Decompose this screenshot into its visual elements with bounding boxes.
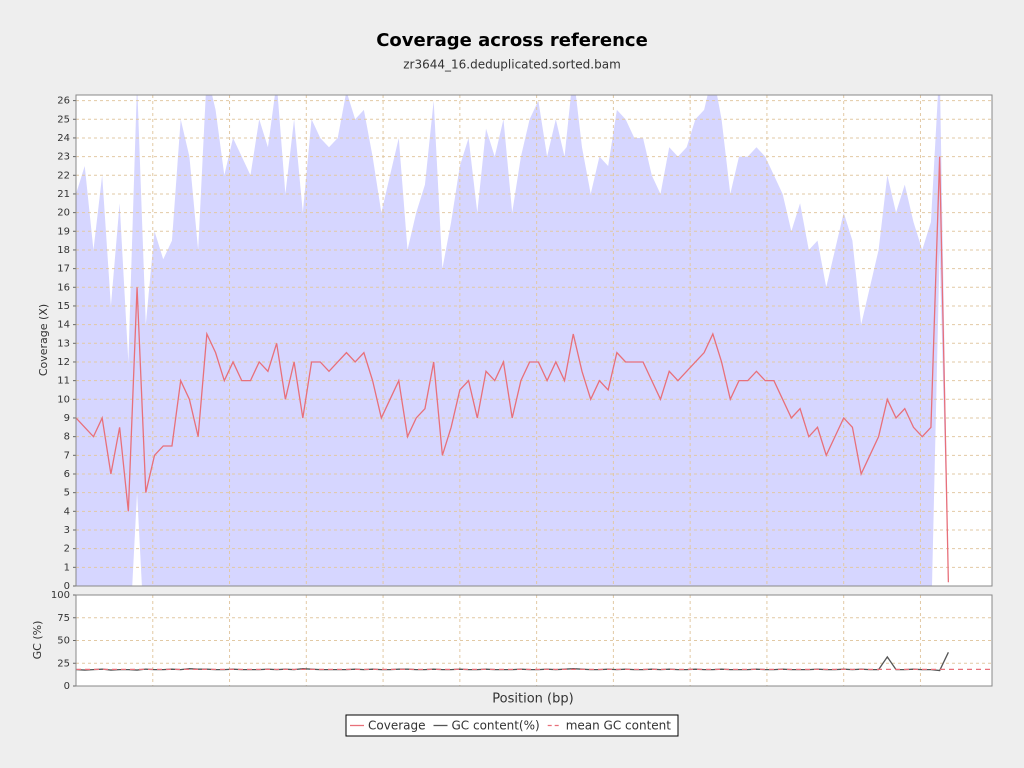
y-tick-label: 13 xyxy=(57,338,70,349)
y-tick-label: 25 xyxy=(57,658,70,669)
y-tick-label: 12 xyxy=(57,357,70,368)
y-tick-label: 22 xyxy=(57,170,70,181)
y-tick-label: 3 xyxy=(64,525,70,536)
y-axis-label: Coverage (X) xyxy=(37,304,50,376)
y-tick-label: 11 xyxy=(57,376,70,387)
y-tick-label: 19 xyxy=(57,226,70,237)
y-tick-label: 4 xyxy=(64,506,70,517)
y-tick-label: 0 xyxy=(64,581,70,592)
y-tick-label: 26 xyxy=(57,96,70,107)
y-tick-label: 50 xyxy=(57,636,70,647)
y-tick-label: 2 xyxy=(64,544,70,555)
x-axis-label: Position (bp) xyxy=(492,692,573,707)
legend-label: mean GC content xyxy=(566,719,672,733)
y-tick-label: 21 xyxy=(57,189,70,200)
data-line xyxy=(76,156,950,583)
y-tick-label: 8 xyxy=(64,432,70,443)
y-axis-label: GC (%) xyxy=(31,621,44,660)
y-tick-label: 15 xyxy=(57,301,70,312)
plot-frame xyxy=(75,594,993,687)
std-band xyxy=(76,95,949,586)
y-tick-label: 1 xyxy=(64,562,70,573)
y-tick-label: 9 xyxy=(64,413,70,424)
chart-subtitle: zr3644_16.deduplicated.sorted.bam xyxy=(403,58,621,72)
legend-label: GC content(%) xyxy=(452,719,540,733)
y-tick-label: 7 xyxy=(64,450,70,461)
y-tick-label: 20 xyxy=(57,208,70,219)
y-tick-label: 25 xyxy=(57,114,70,125)
y-tick-label: 17 xyxy=(57,264,70,275)
plot-frame xyxy=(75,94,993,587)
chart-title: Coverage across reference xyxy=(376,30,648,51)
legend-label: Coverage xyxy=(368,719,426,733)
y-tick-label: 0 xyxy=(64,681,70,692)
y-tick-label: 16 xyxy=(57,282,70,293)
y-tick-label: 23 xyxy=(57,152,70,163)
y-tick-label: 100 xyxy=(51,590,70,601)
y-tick-label: 75 xyxy=(57,613,70,624)
y-tick-label: 18 xyxy=(57,245,70,256)
y-tick-label: 5 xyxy=(64,488,70,499)
y-tick-label: 14 xyxy=(57,320,70,331)
y-tick-label: 10 xyxy=(57,394,70,405)
y-tick-label: 24 xyxy=(57,133,70,144)
y-tick-label: 6 xyxy=(64,469,70,480)
legend-box xyxy=(345,714,679,737)
